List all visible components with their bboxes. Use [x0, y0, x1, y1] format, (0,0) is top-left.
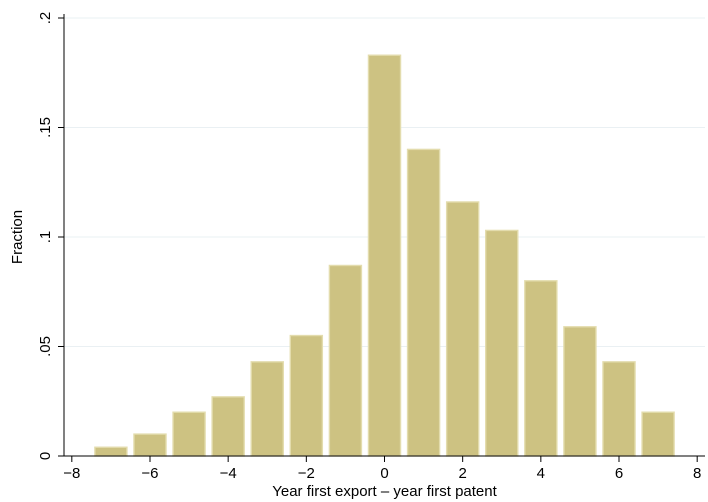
bar: [602, 361, 636, 457]
y-tick-label: .2: [37, 12, 54, 25]
bars: [94, 54, 675, 457]
bar: [94, 446, 128, 457]
bar: [133, 433, 167, 457]
bar: [211, 396, 245, 457]
x-tick-label: −2: [298, 465, 315, 482]
y-tick-label: 0: [37, 452, 54, 460]
y-tick-label: .05: [37, 336, 54, 357]
x-tick-label: 8: [693, 465, 701, 482]
y-tick-label: .1: [37, 231, 54, 244]
axes: [58, 14, 705, 462]
x-tick-label: −6: [141, 465, 158, 482]
bar: [172, 411, 206, 457]
bar: [563, 326, 597, 457]
bar: [367, 54, 402, 457]
x-axis-title: Year first export – year first patent: [272, 483, 497, 500]
bar: [250, 361, 284, 457]
x-tick-label: 0: [380, 465, 388, 482]
bar: [289, 334, 324, 457]
bar: [445, 201, 480, 457]
bar: [524, 280, 558, 457]
x-tick-label: −8: [63, 465, 80, 482]
bar: [641, 411, 675, 457]
x-tick-label: −4: [220, 465, 237, 482]
bar: [328, 264, 363, 457]
bar: [485, 229, 519, 457]
bar: [406, 148, 441, 457]
x-tick-label: 6: [615, 465, 623, 482]
y-tick-label: .15: [37, 117, 54, 138]
x-tick-label: 4: [537, 465, 545, 482]
y-axis-title: Fraction: [9, 210, 26, 264]
x-tick-label: 2: [458, 465, 466, 482]
tick-labels: 0 .05 .1 .15 .2 −8 −6 −4 −2 0 2 4 6 8: [37, 12, 701, 482]
